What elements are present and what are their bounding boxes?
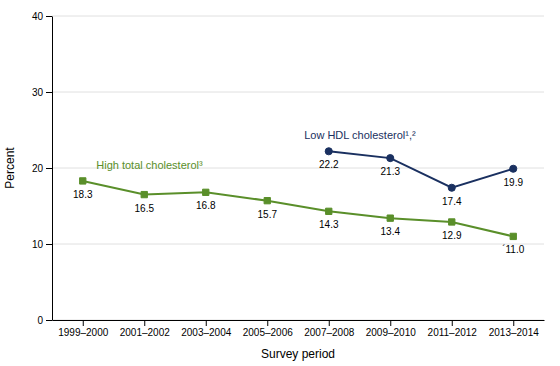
y-tick: 20 xyxy=(32,163,52,174)
grid xyxy=(52,16,544,320)
grid-line xyxy=(52,244,544,245)
y-tick-mark xyxy=(46,244,52,245)
series-marker xyxy=(325,148,332,155)
data-label: 18.3 xyxy=(73,189,93,200)
x-tick-label: 2003–2004 xyxy=(181,327,231,338)
chart: 1999–2000 2001–2002 2003–2004 2005–2006 2007… xyxy=(0,0,560,366)
series-marker xyxy=(80,178,86,184)
x-tick-label: 2009–2010 xyxy=(366,327,416,338)
y-tick-label: 0 xyxy=(37,315,43,326)
y-tick-mark xyxy=(46,168,52,169)
labels: 18.3 16.5 16.8 15.7 14.3 13.4 12.9 ´11.0 High to… xyxy=(73,129,525,255)
x-tick-label: 2007–2008 xyxy=(304,327,354,338)
data-label: 19.9 xyxy=(504,177,524,188)
y-tick-mark xyxy=(46,320,52,321)
x-tick-label: 2011–2012 xyxy=(428,327,478,338)
series-marker xyxy=(448,184,455,191)
data-label: 22.2 xyxy=(319,159,339,170)
x-tick-label: 2001–2002 xyxy=(120,327,170,338)
y-tick-label: 30 xyxy=(32,87,44,98)
x-tick: 2011–2012 xyxy=(428,320,478,338)
x-tick: 2001–2002 xyxy=(120,320,170,338)
data-label: 12.9 xyxy=(442,230,462,241)
grid-line xyxy=(52,92,544,93)
x-tick: 2003–2004 xyxy=(181,320,231,338)
data-label: 15.7 xyxy=(258,209,278,220)
y-tick: 10 xyxy=(32,239,52,250)
series-line xyxy=(329,151,514,187)
x-tick-mark xyxy=(83,320,84,326)
data-label: 16.5 xyxy=(135,203,155,214)
x-tick-mark xyxy=(267,320,268,326)
series-marker xyxy=(264,198,270,204)
x-axis: 1999–2000 2001–2002 2003–2004 2005–2006 2007… xyxy=(53,320,545,338)
series-label: High total cholesterol³ xyxy=(96,159,203,171)
y-tick-mark xyxy=(46,16,52,17)
x-tick-label: 2005–2006 xyxy=(243,327,293,338)
y-axis-line xyxy=(52,17,53,321)
x-tick-mark xyxy=(452,320,453,326)
y-tick-mark xyxy=(46,92,52,93)
y-tick: 30 xyxy=(32,87,52,98)
series-marker xyxy=(141,191,147,197)
series-marker xyxy=(449,219,455,225)
series-marker xyxy=(203,189,209,195)
x-tick: 2005–2006 xyxy=(243,320,293,338)
data-label: 14.3 xyxy=(319,219,339,230)
x-tick: 2009–2010 xyxy=(366,320,416,338)
x-tick-mark xyxy=(329,320,330,326)
x-tick: 2013–2014 xyxy=(489,320,539,338)
grid-line xyxy=(52,16,544,17)
y-tick-label: 20 xyxy=(32,163,44,174)
x-axis-line xyxy=(53,320,545,321)
data-label: 13.4 xyxy=(381,226,401,237)
data-label: 17.4 xyxy=(442,196,462,207)
series-line xyxy=(83,181,514,236)
series-marker xyxy=(387,215,393,221)
x-tick-label: 1999–2000 xyxy=(58,327,108,338)
grid-line xyxy=(52,320,544,321)
x-tick-mark xyxy=(513,320,514,326)
x-tick-mark xyxy=(144,320,145,326)
data-label: 16.8 xyxy=(196,200,216,211)
x-tick-label: 2013–2014 xyxy=(489,327,539,338)
data-label: ´11.0 xyxy=(502,244,524,255)
x-tick-mark xyxy=(390,320,391,326)
y-axis: 0 10 20 30 40 xyxy=(32,11,53,326)
series-marker xyxy=(510,233,516,239)
y-tick: 40 xyxy=(32,11,52,22)
plot-area xyxy=(80,148,517,240)
y-axis-title: Percent xyxy=(3,147,17,189)
x-tick: 1999–2000 xyxy=(58,320,108,338)
x-tick: 2007–2008 xyxy=(304,320,354,338)
y-tick: 0 xyxy=(37,315,52,326)
series-label: Low HDL cholesterol¹,² xyxy=(304,129,416,141)
series-marker xyxy=(387,155,394,162)
x-axis-title: Survey period xyxy=(261,347,335,361)
y-tick-label: 10 xyxy=(32,239,44,250)
series-marker xyxy=(510,165,517,172)
series-marker xyxy=(326,208,332,214)
y-tick-label: 40 xyxy=(32,11,44,22)
x-tick-mark xyxy=(206,320,207,326)
data-label: 21.3 xyxy=(381,166,401,177)
